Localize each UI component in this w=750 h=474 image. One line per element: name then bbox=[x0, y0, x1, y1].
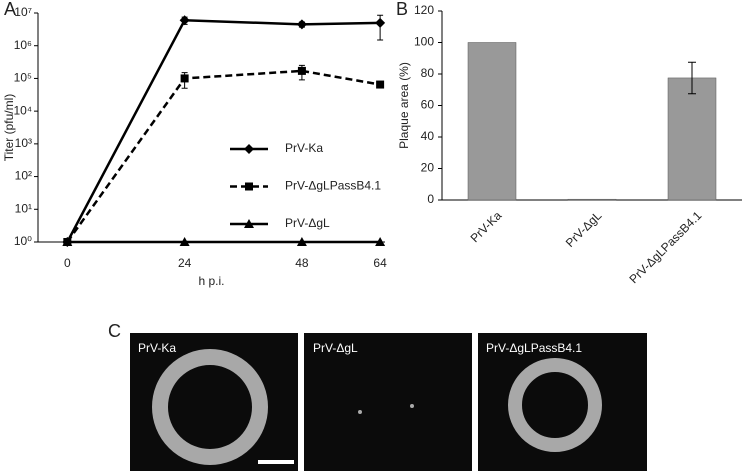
y-axis-label: Titer (pfu/ml) bbox=[2, 94, 16, 162]
legend-label: PrV-Ka bbox=[285, 141, 323, 155]
y-tick-label: 40 bbox=[421, 129, 435, 143]
series-line bbox=[66, 69, 381, 243]
legend-marker bbox=[244, 219, 254, 228]
plaque bbox=[152, 349, 268, 465]
x-tick-label: PrV-Ka bbox=[468, 208, 505, 245]
legend-marker bbox=[245, 182, 253, 191]
plaque bbox=[508, 358, 602, 452]
bar bbox=[667, 77, 717, 201]
data-point bbox=[296, 237, 307, 246]
y-tick-label: 10⁶ bbox=[14, 38, 32, 52]
data-point bbox=[180, 74, 189, 83]
plaque bbox=[358, 410, 362, 414]
x-tick-label: 24 bbox=[178, 256, 192, 270]
panel-label: A bbox=[4, 0, 16, 19]
y-tick-label: 120 bbox=[414, 3, 434, 17]
image-label: PrV-Ka bbox=[138, 341, 176, 355]
legend-label: PrV-ΔgLPassB4.1 bbox=[285, 179, 381, 193]
data-point bbox=[179, 15, 190, 26]
y-tick-label: 80 bbox=[421, 66, 435, 80]
panel-label: B bbox=[396, 0, 408, 19]
y-tick-label: 10⁷ bbox=[14, 5, 32, 19]
y-tick-label: 10¹ bbox=[15, 201, 32, 215]
y-tick-label: 10⁰ bbox=[14, 234, 32, 248]
y-tick-label: 100 bbox=[414, 35, 434, 49]
x-axis-label: h p.i. bbox=[198, 274, 224, 288]
image-label: PrV-ΔgLPassB4.1 bbox=[486, 341, 582, 355]
micrographs: PrV-Ka PrV-ΔgL PrV-ΔgLPassB4.1 bbox=[130, 333, 647, 471]
data-point bbox=[297, 66, 306, 75]
y-tick-label: 10³ bbox=[15, 136, 32, 150]
y-tick-label: 0 bbox=[427, 192, 434, 206]
x-tick-label: 64 bbox=[373, 256, 387, 270]
x-tick-label: PrV-ΔgLPassB4.1 bbox=[627, 208, 705, 286]
series-line bbox=[66, 18, 381, 243]
y-tick-label: 20 bbox=[421, 161, 435, 175]
y-tick-label: 60 bbox=[421, 98, 435, 112]
data-point bbox=[376, 80, 385, 89]
x-tick-label: PrV-ΔgL bbox=[563, 208, 605, 250]
y-tick-label: 10⁴ bbox=[13, 103, 32, 117]
legend-label: PrV-ΔgL bbox=[285, 216, 330, 230]
x-tick-label: 0 bbox=[64, 256, 71, 270]
data-point bbox=[179, 237, 190, 246]
image bbox=[304, 333, 472, 471]
image-label: PrV-ΔgL bbox=[313, 341, 358, 355]
x-tick-label: 48 bbox=[295, 256, 309, 270]
data-point bbox=[296, 19, 307, 30]
data-point bbox=[375, 237, 386, 246]
panel-label: C bbox=[108, 321, 121, 341]
y-tick-label: 10² bbox=[15, 169, 32, 183]
legend-marker bbox=[244, 144, 254, 154]
y-tick-label: 10⁵ bbox=[14, 71, 32, 85]
y-axis-label: Plaque area (%) bbox=[397, 62, 411, 149]
data-point bbox=[375, 17, 386, 28]
data-point bbox=[62, 237, 73, 246]
bar bbox=[467, 42, 517, 201]
bar bbox=[567, 198, 617, 201]
error-bar bbox=[688, 61, 696, 95]
plaque bbox=[410, 404, 414, 408]
